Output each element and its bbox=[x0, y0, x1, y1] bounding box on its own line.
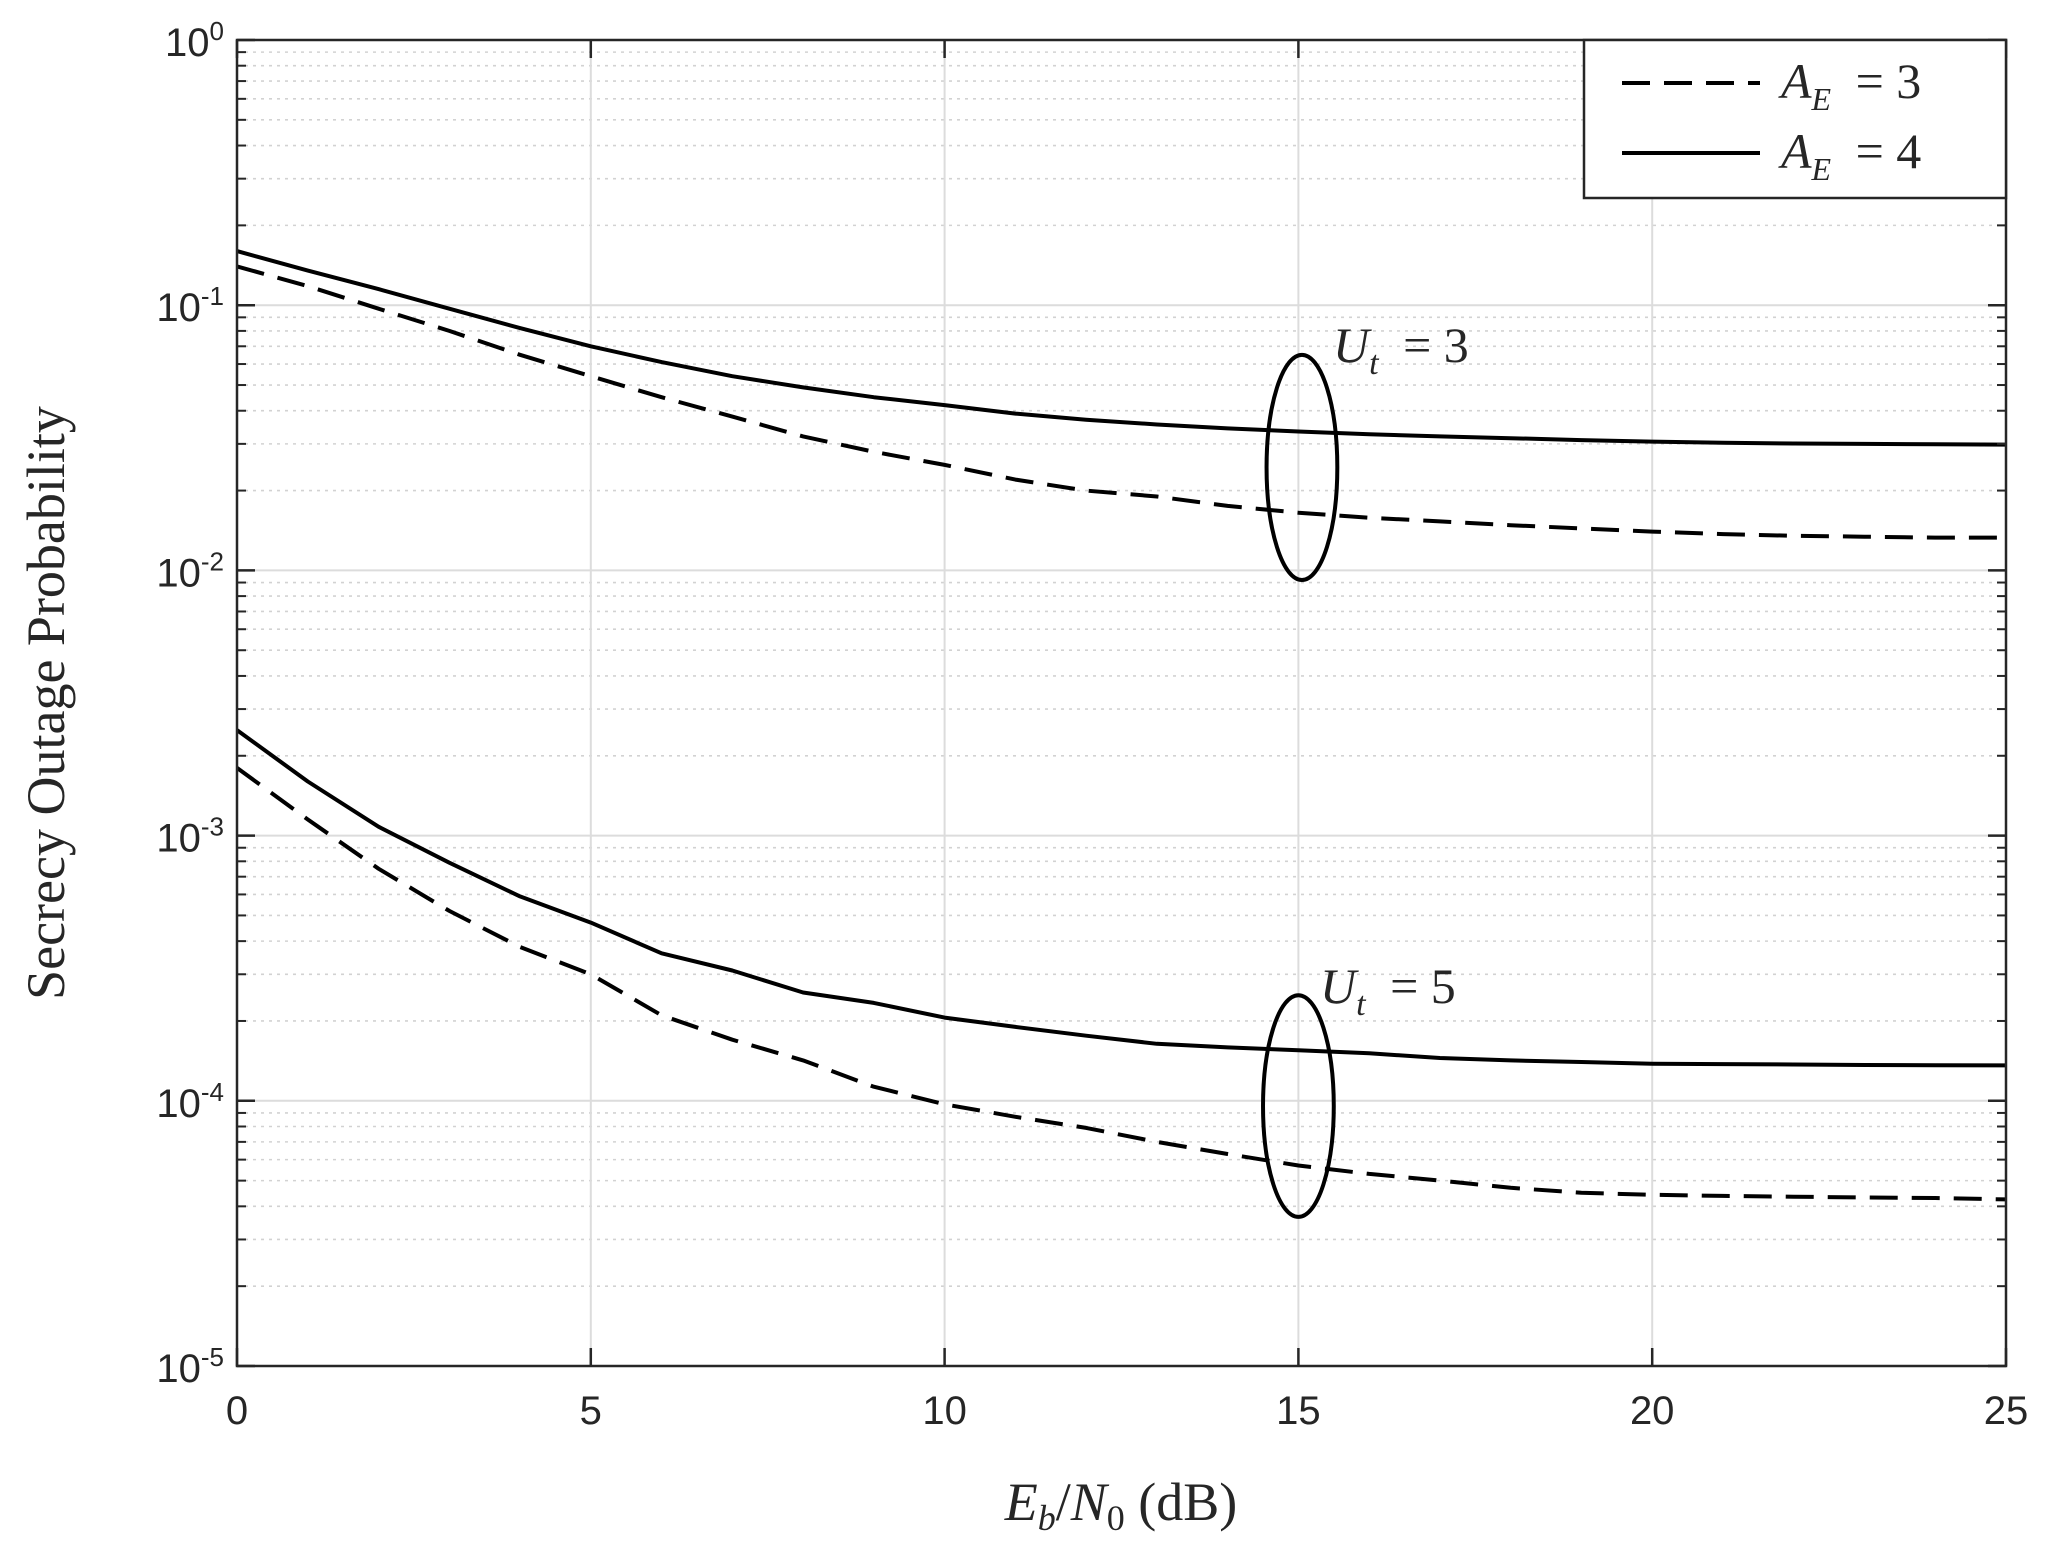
annotation-ut5: Ut = 5 bbox=[1320, 958, 1456, 1023]
x-tick-label: 5 bbox=[580, 1389, 602, 1433]
y-tick-label: 10-2 bbox=[156, 546, 224, 595]
y-tick-label: 10-5 bbox=[156, 1342, 224, 1391]
legend-box bbox=[1582, 38, 2008, 200]
plot-area bbox=[237, 40, 2006, 1366]
y-tick-label: 10-1 bbox=[156, 281, 224, 330]
y-tick-label: 10-4 bbox=[156, 1077, 224, 1126]
y-tick-label: 100 bbox=[165, 16, 224, 65]
group-ellipse-ut5 bbox=[1261, 993, 1336, 1219]
x-tick-label: 20 bbox=[1630, 1389, 1675, 1433]
series-line-ae4-ut5 bbox=[235, 728, 2007, 1068]
legend: AE = 3 AE = 4 bbox=[1582, 38, 2008, 200]
series-layer bbox=[235, 249, 2007, 1202]
series-line-ae4-ut3 bbox=[236, 249, 2007, 447]
tick-labels: 100 10-1 10-2 10-3 10-4 10-50 5 10 15 20 25 bbox=[156, 16, 2028, 1433]
series-line-ae3-ut5 bbox=[235, 766, 2007, 1202]
annotation-ellipses bbox=[1261, 352, 1340, 1219]
y-axis-label: Secrecy Outage Probability bbox=[16, 406, 76, 1000]
x-axis-label: Eb/N0 (dB) bbox=[1004, 1472, 1238, 1538]
x-tick-label: 25 bbox=[1984, 1389, 2029, 1433]
x-tick-label: 15 bbox=[1276, 1389, 1321, 1433]
annotation-ut3: Ut = 3 bbox=[1333, 317, 1469, 382]
legend-entry-ae4: AE = 4 bbox=[1778, 123, 1921, 187]
legend-entry-ae3: AE = 3 bbox=[1778, 53, 1921, 117]
x-tick-label: 10 bbox=[922, 1389, 967, 1433]
y-tick-label: 10-3 bbox=[156, 812, 224, 861]
series-line-ae3-ut3 bbox=[236, 264, 2006, 540]
plot-frame bbox=[235, 38, 2008, 1368]
x-tick-label: 0 bbox=[226, 1389, 248, 1433]
group-ellipse-ut3 bbox=[1264, 352, 1340, 583]
